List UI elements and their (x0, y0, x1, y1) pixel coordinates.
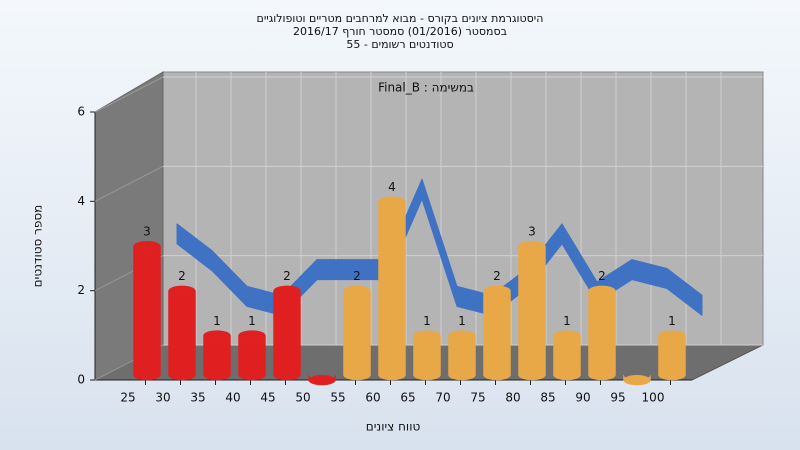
x-tick-label: 80 (505, 391, 520, 405)
bar (483, 285, 511, 381)
y-tick-label: 4 (77, 194, 85, 208)
ribbon-line (176, 178, 703, 316)
x-tick-label: 90 (575, 391, 590, 405)
bar-body (378, 201, 406, 381)
x-tick-label: 60 (365, 391, 380, 405)
grid-line (94, 165, 164, 202)
x-tick-label: 100 (642, 391, 665, 405)
bar-body (413, 335, 441, 381)
data-label: 3 (528, 225, 536, 239)
bar (553, 330, 581, 381)
bar-body (273, 290, 301, 381)
bar-body (203, 335, 231, 381)
bar-body (448, 335, 476, 381)
x-tick-label: 95 (610, 391, 625, 405)
bar-top (343, 285, 371, 296)
y-tick-label: 2 (77, 283, 85, 297)
x-tick-label: 75 (470, 391, 485, 405)
bar (588, 285, 616, 381)
bar-body (588, 290, 616, 381)
bar (203, 330, 231, 381)
title-line: בסמסטר (01/2016) סמסטר חורף 2016/17 (293, 25, 507, 38)
x-tick-label: 45 (260, 391, 275, 405)
data-label: 2 (598, 269, 606, 283)
bar-body (553, 335, 581, 381)
x-tick-label: 70 (435, 391, 450, 405)
data-label: 1 (423, 314, 431, 328)
bar-top (238, 330, 266, 341)
bar (448, 330, 476, 381)
bar-top (588, 285, 616, 296)
data-label: 4 (388, 180, 396, 194)
title-line: היסטוגרמת ציונים בקורס - מבוא למרחבים מט… (256, 12, 544, 25)
x-tick-label: 85 (540, 391, 555, 405)
x-tick-label: 25 (120, 391, 135, 405)
y-axis-label: מספר סטודנטים (31, 205, 45, 288)
x-tick-label: 35 (190, 391, 205, 405)
bar-top (483, 285, 511, 296)
x-axis-label: טווח ציונים (366, 420, 421, 434)
bar-top (168, 285, 196, 296)
bar (133, 241, 161, 381)
bar-top (623, 375, 651, 385)
x-tick-label: 40 (225, 391, 240, 405)
bar-body (518, 245, 546, 381)
bar-top (203, 330, 231, 341)
x-tick-label: 30 (155, 391, 170, 405)
x-tick-label: 65 (400, 391, 415, 405)
data-label: 2 (493, 269, 501, 283)
bar-top (378, 196, 406, 207)
bar-top (413, 330, 441, 341)
bar-top (658, 330, 686, 341)
bar-top (448, 330, 476, 341)
data-label: 1 (213, 314, 221, 328)
bar-body (238, 335, 266, 381)
bar (238, 330, 266, 381)
bar (308, 374, 336, 386)
bar (658, 330, 686, 381)
annotation: Final_B : במשימה (378, 81, 474, 95)
data-label: 1 (563, 314, 571, 328)
bar (168, 285, 196, 381)
bar-top (133, 241, 161, 251)
grid-line (94, 76, 164, 113)
bar (343, 285, 371, 381)
bar-top (308, 375, 336, 385)
y-tick-label: 0 (77, 373, 85, 387)
data-label: 1 (248, 314, 256, 328)
data-label: 2 (283, 269, 291, 283)
bar (623, 374, 651, 386)
bar-top (518, 241, 546, 251)
bar-top (553, 330, 581, 341)
bar-body (658, 335, 686, 381)
bar-body (343, 290, 371, 381)
data-label: 3 (143, 225, 151, 239)
bar (273, 285, 301, 381)
bar-body (133, 245, 161, 381)
y-tick-label: 6 (77, 105, 85, 119)
bar (518, 241, 546, 381)
data-label: 1 (458, 314, 466, 328)
bar-body (483, 290, 511, 381)
bar (378, 196, 406, 381)
bar-body (168, 290, 196, 381)
data-label: 2 (178, 269, 186, 283)
data-label: 1 (668, 314, 676, 328)
x-tick-label: 55 (330, 391, 345, 405)
data-label: 2 (353, 269, 361, 283)
title-line: סטודנטים רשומים - 55 (346, 38, 454, 51)
bar-top (273, 285, 301, 296)
bar (413, 330, 441, 381)
x-tick-label: 50 (295, 391, 310, 405)
